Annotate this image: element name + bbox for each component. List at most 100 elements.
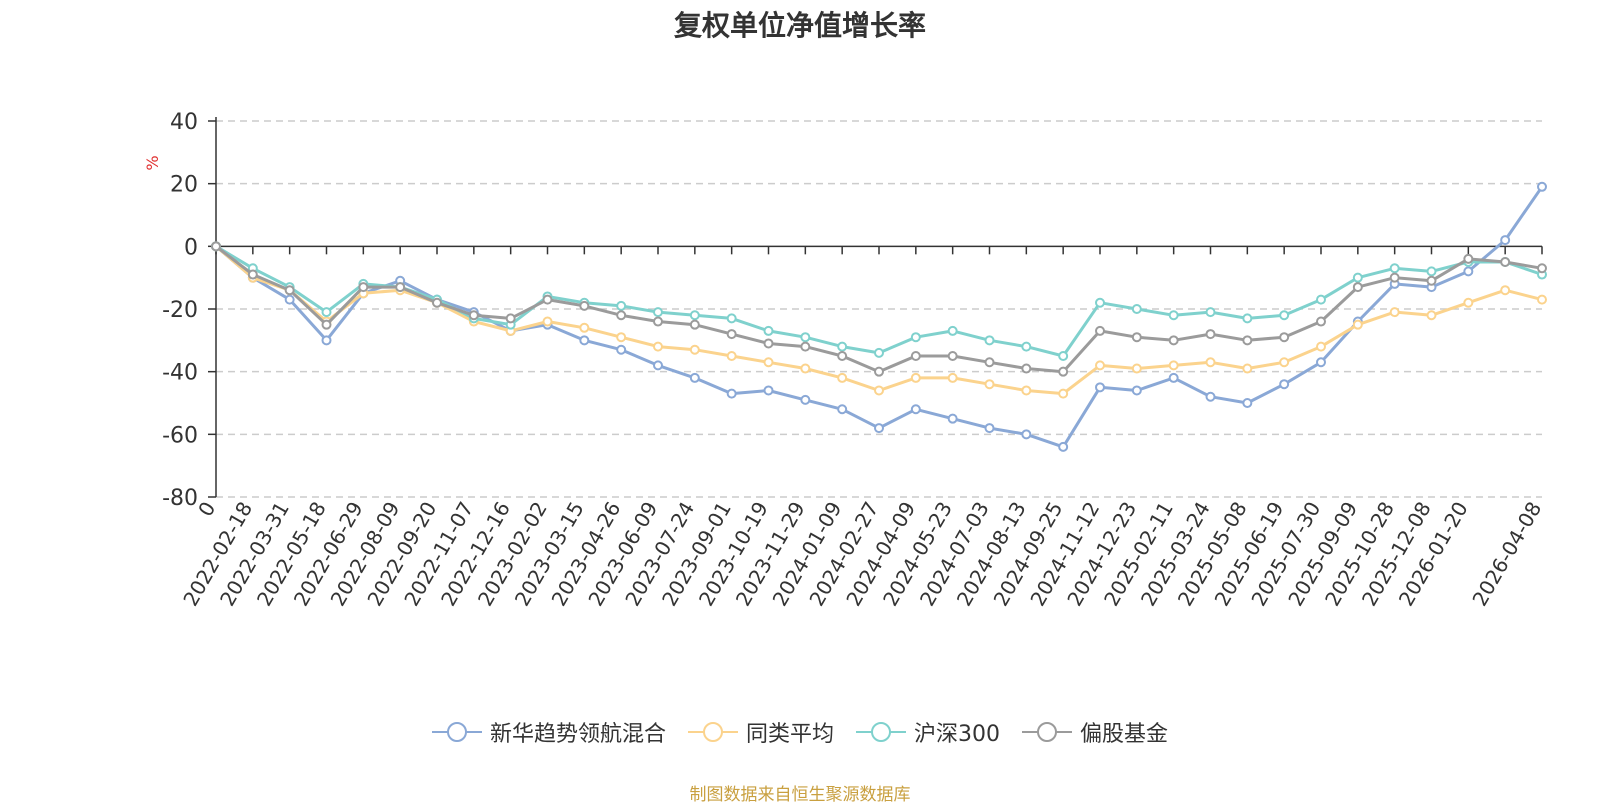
data-point bbox=[1205, 391, 1216, 402]
data-point bbox=[1463, 266, 1474, 277]
x-tick-label: 2026-04-08 bbox=[1467, 498, 1546, 611]
data-point bbox=[1463, 253, 1474, 264]
data-point bbox=[579, 322, 590, 333]
data-point bbox=[1352, 272, 1363, 283]
data-point bbox=[947, 372, 958, 383]
data-point bbox=[1131, 332, 1142, 343]
data-point bbox=[321, 335, 332, 346]
data-point bbox=[1389, 263, 1400, 274]
data-point bbox=[1095, 325, 1105, 336]
axes bbox=[208, 117, 1543, 498]
data-point bbox=[874, 423, 884, 434]
data-point bbox=[910, 351, 921, 361]
legend-item[interactable]: 沪深300 bbox=[856, 716, 1000, 748]
data-point bbox=[1242, 363, 1253, 374]
legend-marker bbox=[871, 722, 891, 742]
data-point bbox=[1131, 304, 1142, 314]
data-point bbox=[247, 269, 258, 280]
data-point bbox=[542, 316, 553, 327]
data-point bbox=[284, 294, 295, 305]
data-point bbox=[1021, 341, 1032, 352]
data-point bbox=[726, 329, 737, 340]
data-point bbox=[947, 351, 958, 361]
data-point bbox=[1168, 335, 1179, 346]
data-point bbox=[653, 316, 663, 327]
data-point bbox=[653, 307, 663, 318]
data-point bbox=[1095, 360, 1105, 371]
data-point bbox=[689, 372, 700, 383]
y-tick-label: -40 bbox=[162, 361, 198, 386]
chart-title: 复权单位净值增长率 bbox=[673, 9, 926, 42]
data-point bbox=[1500, 285, 1511, 296]
y-axis-unit: % bbox=[143, 155, 162, 170]
data-point bbox=[616, 310, 627, 321]
data-point bbox=[984, 335, 995, 346]
data-point bbox=[1316, 294, 1326, 305]
data-point bbox=[1316, 357, 1326, 368]
legend-line-icon bbox=[431, 722, 482, 742]
data-point bbox=[1168, 372, 1179, 383]
data-point bbox=[579, 335, 590, 346]
data-point bbox=[1168, 360, 1179, 371]
data-point bbox=[800, 332, 811, 343]
data-point bbox=[1205, 307, 1216, 318]
data-point bbox=[726, 351, 737, 361]
legend-label: 偏股基金 bbox=[1080, 722, 1169, 747]
legend-line-icon bbox=[1022, 722, 1072, 742]
data-point bbox=[689, 319, 700, 330]
data-point bbox=[505, 313, 516, 324]
data-point bbox=[1131, 385, 1142, 396]
data-point bbox=[211, 241, 221, 252]
data-point bbox=[837, 404, 848, 415]
legend-item[interactable]: 同类平均 bbox=[687, 716, 834, 748]
data-point bbox=[1131, 363, 1142, 374]
data-point bbox=[1537, 263, 1547, 274]
data-point bbox=[358, 282, 369, 293]
data-point bbox=[1058, 351, 1069, 361]
data-point bbox=[1389, 272, 1400, 283]
data-point bbox=[910, 404, 921, 415]
data-point bbox=[1021, 363, 1032, 374]
data-point bbox=[763, 385, 774, 396]
data-point bbox=[616, 300, 627, 311]
y-tick-label: -20 bbox=[162, 298, 198, 323]
data-point bbox=[1168, 310, 1179, 321]
data-point bbox=[800, 341, 811, 352]
series-layer bbox=[211, 181, 1547, 452]
data-point bbox=[763, 338, 774, 349]
data-point bbox=[653, 360, 663, 371]
data-point bbox=[468, 310, 479, 321]
data-point bbox=[726, 313, 737, 324]
data-point bbox=[1500, 257, 1511, 267]
data-point bbox=[763, 357, 774, 368]
data-point bbox=[1537, 294, 1547, 305]
data-point bbox=[616, 332, 627, 343]
data-point bbox=[763, 325, 774, 336]
data-point bbox=[653, 341, 663, 352]
legend-label: 同类平均 bbox=[745, 722, 834, 747]
data-point bbox=[1426, 266, 1437, 277]
legend-label: 新华趋势领航混合 bbox=[489, 722, 666, 747]
data-point bbox=[984, 423, 995, 434]
legend-item[interactable]: 新华趋势领航混合 bbox=[431, 716, 666, 748]
data-point bbox=[1058, 366, 1069, 377]
source-note: 制图数据来自恒生聚源数据库 bbox=[689, 785, 911, 805]
data-point bbox=[1279, 357, 1290, 368]
data-point bbox=[837, 351, 848, 361]
data-point bbox=[1205, 329, 1216, 340]
data-point bbox=[837, 372, 848, 383]
data-point bbox=[432, 297, 442, 308]
data-point bbox=[321, 307, 332, 318]
legend-marker bbox=[1037, 722, 1057, 742]
data-point bbox=[1352, 282, 1363, 293]
data-point bbox=[1426, 275, 1437, 286]
data-point bbox=[1500, 235, 1511, 246]
legend-item[interactable]: 偏股基金 bbox=[1022, 716, 1168, 748]
data-point bbox=[1205, 357, 1216, 368]
data-point bbox=[874, 347, 884, 358]
data-point bbox=[1095, 382, 1105, 393]
data-point bbox=[1242, 398, 1253, 408]
y-tick-label: 20 bbox=[170, 173, 198, 198]
x-tick-label: 0 bbox=[193, 498, 220, 521]
